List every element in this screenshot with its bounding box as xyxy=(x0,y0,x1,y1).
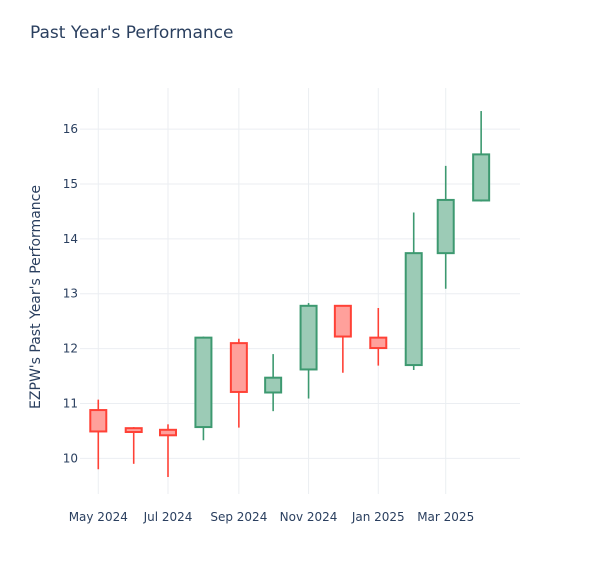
candle-increasing xyxy=(299,303,318,399)
candle-body xyxy=(89,409,108,433)
candle-increasing xyxy=(436,165,455,289)
y-tick-label: 13 xyxy=(63,287,78,301)
x-tick-label: May 2024 xyxy=(69,510,128,524)
candle-decreasing xyxy=(333,304,352,373)
x-tick-label: Nov 2024 xyxy=(280,510,338,524)
candle-increasing xyxy=(194,336,213,441)
gridlines xyxy=(80,88,520,494)
candle-decreasing xyxy=(229,338,248,428)
y-axis-title: EZPW's Past Year's Performance xyxy=(28,185,44,409)
x-tick-label: Sep 2024 xyxy=(210,510,267,524)
candle-body xyxy=(124,427,143,434)
candle-body xyxy=(436,198,455,255)
x-tick-label: Jul 2024 xyxy=(143,510,193,524)
candle-decreasing xyxy=(369,308,388,366)
candle-body xyxy=(472,153,491,202)
candle-body xyxy=(369,336,388,350)
candle-increasing xyxy=(472,111,491,202)
x-tick-label: Jan 2025 xyxy=(351,510,405,524)
candle-decreasing xyxy=(89,399,108,470)
candle-decreasing xyxy=(124,427,143,464)
candles xyxy=(89,111,491,477)
candle-decreasing xyxy=(159,424,177,477)
y-tick-label: 14 xyxy=(63,232,78,246)
y-tick-label: 11 xyxy=(63,396,78,410)
candle-body xyxy=(264,376,283,394)
candle-body xyxy=(299,304,318,371)
y-tick-label: 15 xyxy=(63,177,78,191)
y-axis-ticks: 10 11 12 13 14 15 16 xyxy=(63,122,78,465)
candle-body xyxy=(159,428,177,437)
y-tick-label: 10 xyxy=(63,451,78,465)
x-axis-ticks: May 2024 Jul 2024 Sep 2024 Nov 2024 Jan 2025… xyxy=(69,510,475,524)
candle-increasing xyxy=(264,354,283,412)
candle-increasing xyxy=(404,212,423,371)
y-tick-label: 16 xyxy=(63,122,78,136)
candle-body xyxy=(229,342,248,393)
candle-body xyxy=(404,252,423,367)
candle-body xyxy=(194,336,213,429)
y-tick-label: 12 xyxy=(63,342,78,356)
chart-title: Past Year's Performance xyxy=(30,23,234,43)
candle-body xyxy=(333,304,352,338)
x-tick-label: Mar 2025 xyxy=(417,510,474,524)
